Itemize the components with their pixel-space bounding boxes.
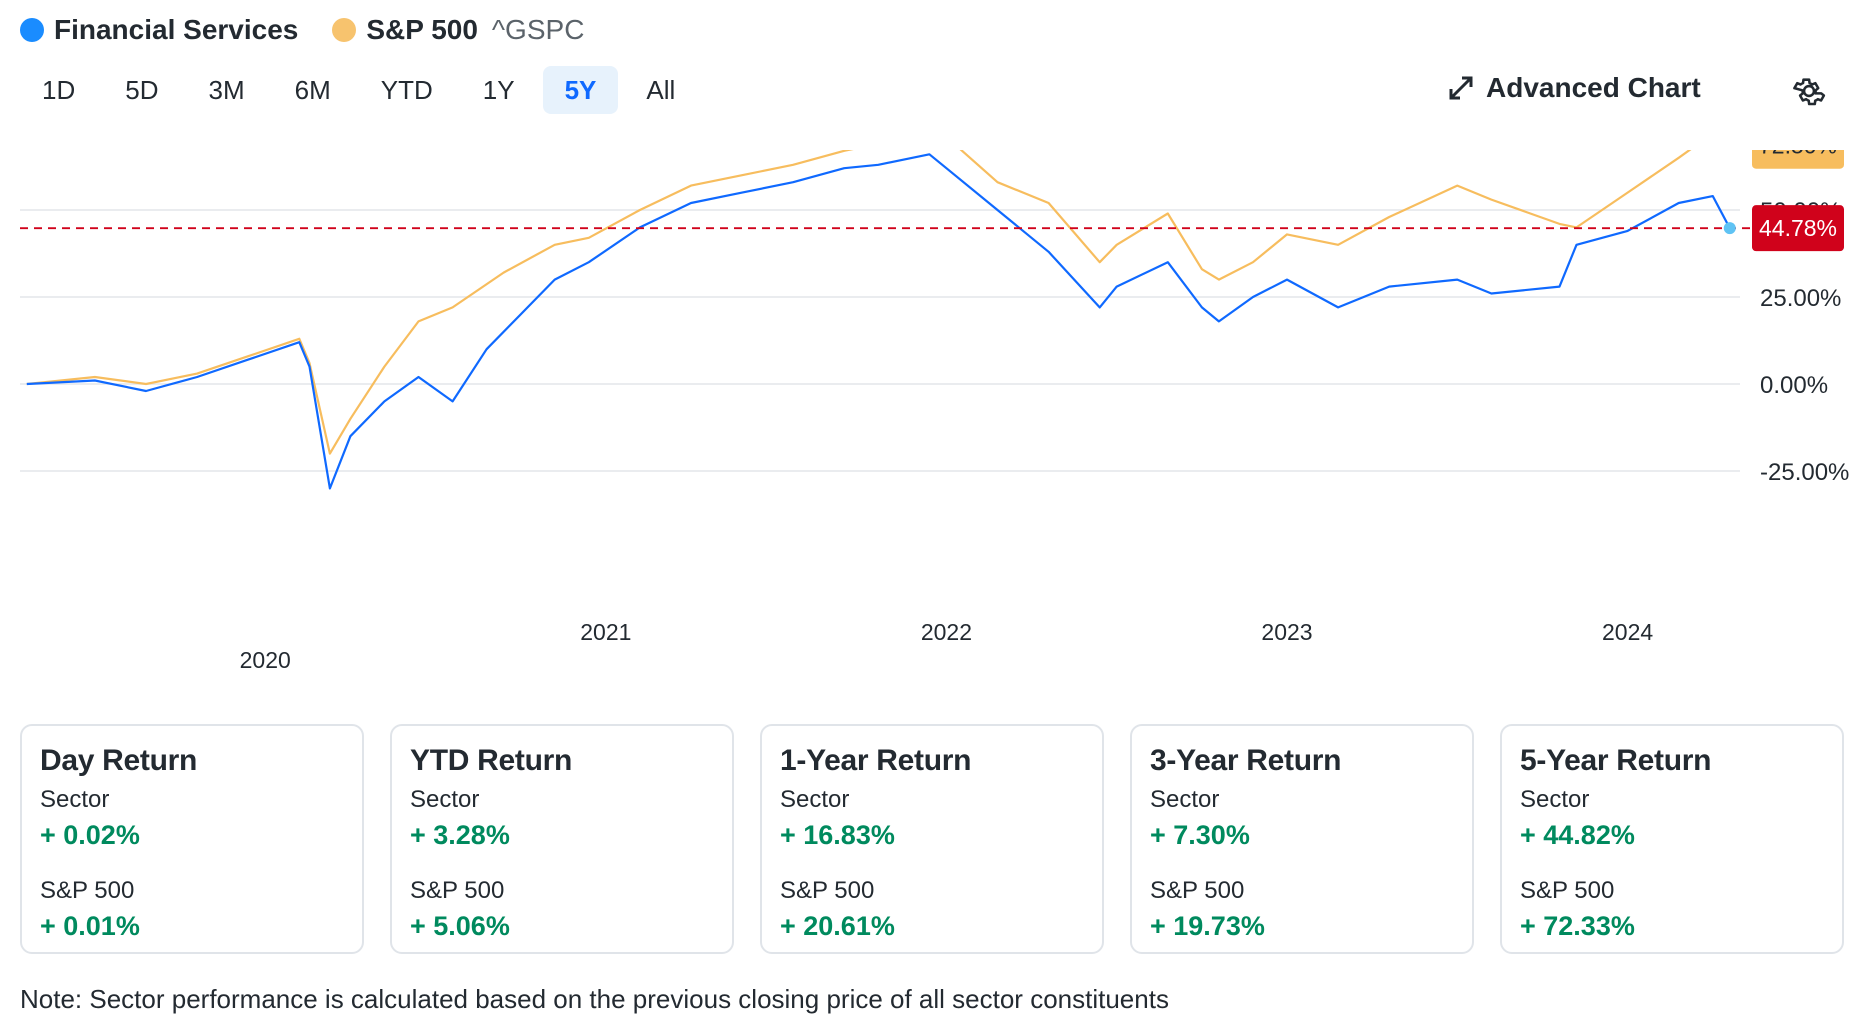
x-tick-label: 2021 (580, 619, 631, 645)
range-1d-button[interactable]: 1D (42, 75, 76, 105)
range-1y-button[interactable]: 1Y (482, 75, 515, 105)
card-title: Day Return (40, 744, 198, 777)
return-card-5-year: 5-Year Return Sector + 44.82% S&P 500 + … (1500, 724, 1844, 954)
card-sector-value: + 16.83% (780, 820, 895, 850)
card-sector-value: + 3.28% (410, 820, 510, 850)
return-cards: Day Return Sector + 0.02% S&P 500 + 0.01… (20, 724, 1844, 954)
card-sector-label: Sector (410, 786, 480, 813)
card-sp-label: S&P 500 (780, 877, 875, 904)
return-card-1-year: 1-Year Return Sector + 16.83% S&P 500 + … (760, 724, 1104, 954)
x-tick-label: 2022 (921, 619, 972, 645)
expand-arrows-icon (1449, 76, 1473, 100)
range-all-button[interactable]: All (646, 75, 676, 105)
y-tick-label: 25.00% (1760, 285, 1841, 312)
advanced-chart-label: Advanced Chart (1486, 72, 1701, 103)
range-3m-button[interactable]: 3M (208, 75, 245, 105)
card-sp-label: S&P 500 (1520, 877, 1615, 904)
return-card-3-year: 3-Year Return Sector + 7.30% S&P 500 + 1… (1130, 724, 1474, 954)
series-line-sp500 (26, 150, 1692, 455)
card-sector-label: Sector (1520, 786, 1590, 813)
card-sp-value: + 19.73% (1150, 911, 1265, 941)
card-sector-label: Sector (780, 786, 850, 813)
card-title: 5-Year Return (1520, 744, 1712, 777)
legend-dot-icon (20, 18, 44, 42)
card-sector-label: Sector (1150, 786, 1220, 813)
card-sector-value: + 7.30% (1150, 820, 1250, 850)
card-sp-label: S&P 500 (40, 877, 135, 904)
end-label-financial-services: 44.78% (1759, 215, 1837, 241)
range-ytd-button[interactable]: YTD (380, 75, 433, 105)
legend-item-financial-services[interactable]: Financial Services (20, 14, 298, 46)
range-5d-button[interactable]: 5D (125, 75, 159, 105)
card-title: 1-Year Return (780, 744, 972, 777)
series-line-financial-services (26, 153, 1731, 490)
card-title: YTD Return (410, 744, 573, 777)
card-title: 3-Year Return (1150, 744, 1342, 777)
card-sector-value: + 0.02% (40, 820, 140, 850)
legend-name: Financial Services (54, 14, 299, 45)
legend-name: S&P 500 (366, 14, 478, 45)
footnote: Note: Sector performance is calculated b… (20, 984, 1169, 1014)
card-sp-label: S&P 500 (1150, 877, 1245, 904)
card-sp-value: + 72.33% (1520, 911, 1635, 941)
gear-icon[interactable] (1792, 74, 1826, 108)
advanced-chart-button[interactable]: Advanced Chart (1448, 72, 1701, 104)
x-tick-label: 2023 (1261, 619, 1312, 645)
return-card-ytd: YTD Return Sector + 3.28% S&P 500 + 5.06… (390, 724, 734, 954)
performance-chart: -25.00%0.00%25.00%50.00%2020202120222023… (20, 150, 1849, 673)
time-range-selector: 1D 5D 3M 6M YTD 1Y 5Y All (20, 66, 703, 114)
endpoint-dot (1723, 222, 1736, 235)
end-label-bg-financial-services (1752, 205, 1844, 252)
card-sp-value: + 5.06% (410, 911, 510, 941)
card-sp-value: + 20.61% (780, 911, 895, 941)
y-tick-label: 0.00% (1760, 372, 1828, 399)
legend-item-sp500[interactable]: S&P 500 ^GSPC (332, 14, 584, 46)
card-sp-value: + 0.01% (40, 911, 140, 941)
range-6m-button[interactable]: 6M (294, 75, 331, 105)
x-tick-label: 2024 (1602, 619, 1653, 645)
range-5y-button[interactable]: 5Y (542, 66, 619, 114)
y-tick-label: -25.00% (1760, 459, 1849, 486)
x-tick-label: 2020 (240, 647, 291, 673)
legend-symbol: ^GSPC (491, 14, 585, 45)
card-sp-label: S&P 500 (410, 877, 505, 904)
end-label-bg-sp500 (1752, 150, 1844, 169)
chart-legend: Financial Services S&P 500 ^GSPC (20, 14, 584, 46)
legend-dot-icon (332, 18, 357, 42)
card-sector-value: + 44.82% (1520, 820, 1635, 850)
end-label-sp500: 72.50% (1759, 150, 1837, 159)
card-sector-label: Sector (40, 786, 110, 813)
return-card-day: Day Return Sector + 0.02% S&P 500 + 0.01… (20, 724, 364, 954)
